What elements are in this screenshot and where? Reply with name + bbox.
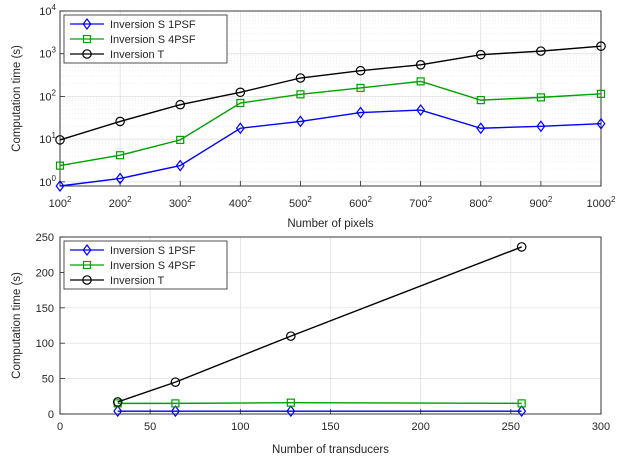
y-tick-label: 100 bbox=[36, 338, 54, 350]
data-point bbox=[295, 115, 305, 128]
x-tick-label: 100 bbox=[231, 421, 249, 433]
plot-frame bbox=[59, 236, 602, 415]
y-tick-label: 200 bbox=[36, 267, 54, 279]
x-axis-label: Number of pixels bbox=[287, 218, 374, 230]
y-tick-label: 150 bbox=[36, 303, 54, 315]
x-tick-label: 50 bbox=[144, 421, 156, 433]
data-point bbox=[235, 87, 246, 98]
series-line bbox=[117, 401, 522, 405]
x-tick-label: 150 bbox=[321, 421, 339, 433]
data-point bbox=[536, 120, 546, 133]
data-point bbox=[596, 117, 606, 130]
x-tick-label: 5002 bbox=[289, 195, 312, 210]
data-point bbox=[116, 151, 125, 160]
data-point bbox=[286, 405, 296, 418]
data-point bbox=[175, 159, 185, 172]
y-tick-label: 102 bbox=[39, 88, 56, 103]
data-point bbox=[415, 60, 426, 70]
data-point bbox=[356, 106, 366, 119]
data-point bbox=[55, 135, 65, 145]
x-axis-label: Number of transducers bbox=[272, 444, 389, 456]
x-tick-label: 3002 bbox=[169, 195, 192, 210]
data-point bbox=[536, 93, 545, 102]
data-point bbox=[355, 65, 366, 76]
data-point bbox=[517, 405, 527, 418]
legend-label: Inversion T bbox=[110, 275, 164, 287]
x-tick-label: 2002 bbox=[109, 195, 132, 210]
x-tick-label: 8002 bbox=[469, 195, 492, 210]
legend-marker bbox=[82, 18, 92, 30]
data-point bbox=[356, 83, 365, 93]
data-point bbox=[286, 398, 295, 407]
data-point bbox=[296, 90, 305, 99]
data-point bbox=[171, 399, 180, 408]
data-point bbox=[476, 122, 486, 135]
legend-marker bbox=[82, 275, 92, 285]
data-point bbox=[416, 77, 425, 86]
data-point bbox=[175, 99, 186, 110]
data-point bbox=[596, 41, 606, 51]
x-tick-label: 4002 bbox=[229, 195, 252, 210]
legend-label: Inversion T bbox=[110, 49, 164, 61]
data-point bbox=[416, 104, 426, 117]
pixels-chart: 100 101 102 103 104 1002 2002 3002 4002 5002 6002 7… bbox=[11, 3, 616, 230]
data-point bbox=[516, 242, 527, 252]
legend-marker bbox=[82, 34, 92, 44]
data-point bbox=[115, 116, 125, 127]
data-point bbox=[475, 49, 486, 60]
y-tick-label: 101 bbox=[39, 131, 56, 146]
y-tick-label: 0 bbox=[48, 409, 54, 421]
y-tick-label: 250 bbox=[36, 232, 54, 244]
series-line bbox=[59, 109, 602, 187]
data-point bbox=[170, 377, 181, 387]
series-line bbox=[59, 80, 602, 167]
legend-label: Inversion S 4PSF bbox=[110, 34, 196, 46]
x-tick-label: 250 bbox=[502, 421, 520, 433]
legend-marker bbox=[82, 260, 92, 270]
data-point bbox=[170, 405, 180, 418]
data-point bbox=[112, 397, 123, 407]
plot-frame bbox=[59, 10, 602, 187]
data-point bbox=[476, 96, 485, 105]
x-tick-label: 1002 bbox=[49, 195, 72, 210]
x-tick-label: 0 bbox=[57, 421, 63, 433]
y-tick-label: 100 bbox=[39, 174, 56, 189]
x-tick-label: 7002 bbox=[409, 195, 432, 210]
legend-label: Inversion S 4PSF bbox=[110, 260, 196, 272]
data-point bbox=[176, 135, 185, 145]
x-tick-label: 9002 bbox=[529, 195, 552, 210]
x-tick-label: 200 bbox=[411, 421, 429, 433]
data-point bbox=[517, 399, 526, 408]
data-point bbox=[115, 172, 125, 185]
x-tick-label: 6002 bbox=[349, 195, 372, 210]
legend-marker bbox=[82, 49, 92, 59]
x-tick-label: 10002 bbox=[587, 195, 616, 210]
legend-label: Inversion S 1PSF bbox=[110, 245, 196, 257]
data-point bbox=[235, 122, 245, 135]
data-point bbox=[295, 73, 306, 83]
data-point bbox=[536, 46, 546, 56]
data-point bbox=[55, 180, 65, 192]
transducers-chart: 0 50 100 150 200 250 0 50 100 150 200 250 300 Number … bbox=[11, 232, 610, 456]
series-line bbox=[59, 45, 602, 141]
data-point bbox=[113, 405, 123, 418]
data-point bbox=[596, 89, 606, 98]
legend-marker bbox=[82, 244, 92, 256]
x-tick-label: 300 bbox=[592, 421, 610, 433]
y-axis-label: Computation time (s) bbox=[11, 272, 23, 379]
legend-label: Inversion S 1PSF bbox=[110, 19, 196, 31]
y-axis-label: Computation time (s) bbox=[11, 45, 23, 152]
data-point bbox=[236, 98, 245, 108]
data-point bbox=[286, 331, 296, 341]
y-tick-label: 103 bbox=[39, 46, 56, 61]
y-tick-label: 50 bbox=[42, 374, 54, 386]
data-point bbox=[55, 161, 65, 170]
series-line bbox=[117, 246, 522, 403]
y-tick-label: 104 bbox=[39, 3, 56, 18]
